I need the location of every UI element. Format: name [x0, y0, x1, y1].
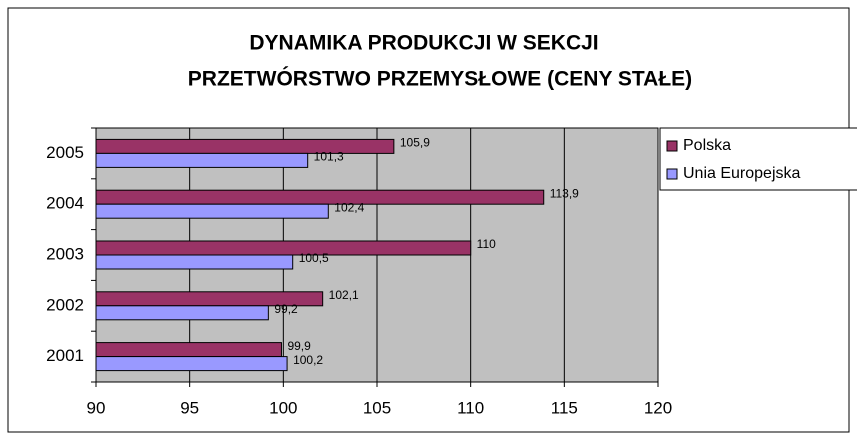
- x-tick-label: 100: [269, 398, 297, 417]
- bar: [95, 189, 545, 205]
- data-label: 101,3: [314, 150, 344, 164]
- bar: [95, 254, 294, 270]
- chart-title: DYNAMIKA PRODUKCJI W SEKCJI: [249, 32, 598, 55]
- legend-swatch: [666, 140, 678, 152]
- chart-title: PRZETWÓRSTWO PRZEMYSŁOWE (CENY STAŁE): [188, 67, 692, 91]
- data-label: 105,9: [400, 136, 430, 150]
- bar: [95, 152, 309, 168]
- x-tick-label: 90: [87, 398, 106, 417]
- data-label: 102,1: [329, 288, 359, 302]
- data-label: 102,4: [334, 200, 364, 214]
- y-tick-label: 2003: [46, 244, 84, 263]
- bar: [95, 356, 288, 372]
- legend-label: Polska: [683, 137, 731, 154]
- data-label: 99,9: [287, 339, 311, 353]
- x-tick-label: 105: [363, 398, 391, 417]
- legend-label: Unia Europejska: [683, 165, 801, 182]
- data-label: 100,5: [299, 251, 329, 265]
- bar: [95, 138, 395, 154]
- y-tick-label: 2002: [46, 295, 84, 314]
- legend-box: [659, 127, 857, 191]
- bar: [95, 342, 282, 358]
- data-label: 100,2: [293, 353, 323, 367]
- data-label: 99,2: [274, 302, 298, 316]
- x-tick-label: 110: [457, 398, 484, 417]
- y-tick-label: 2001: [46, 346, 84, 365]
- y-tick-label: 2004: [46, 194, 84, 213]
- x-tick-label: 95: [180, 398, 199, 417]
- data-label: 110: [477, 237, 496, 251]
- legend-swatch: [666, 168, 678, 180]
- y-tick-label: 2005: [46, 143, 84, 162]
- x-tick-label: 115: [551, 398, 578, 417]
- x-tick-label: 120: [644, 398, 672, 417]
- bar: [95, 305, 269, 321]
- data-label: 113,9: [550, 186, 579, 200]
- bar: [95, 203, 329, 219]
- bar: [95, 240, 472, 256]
